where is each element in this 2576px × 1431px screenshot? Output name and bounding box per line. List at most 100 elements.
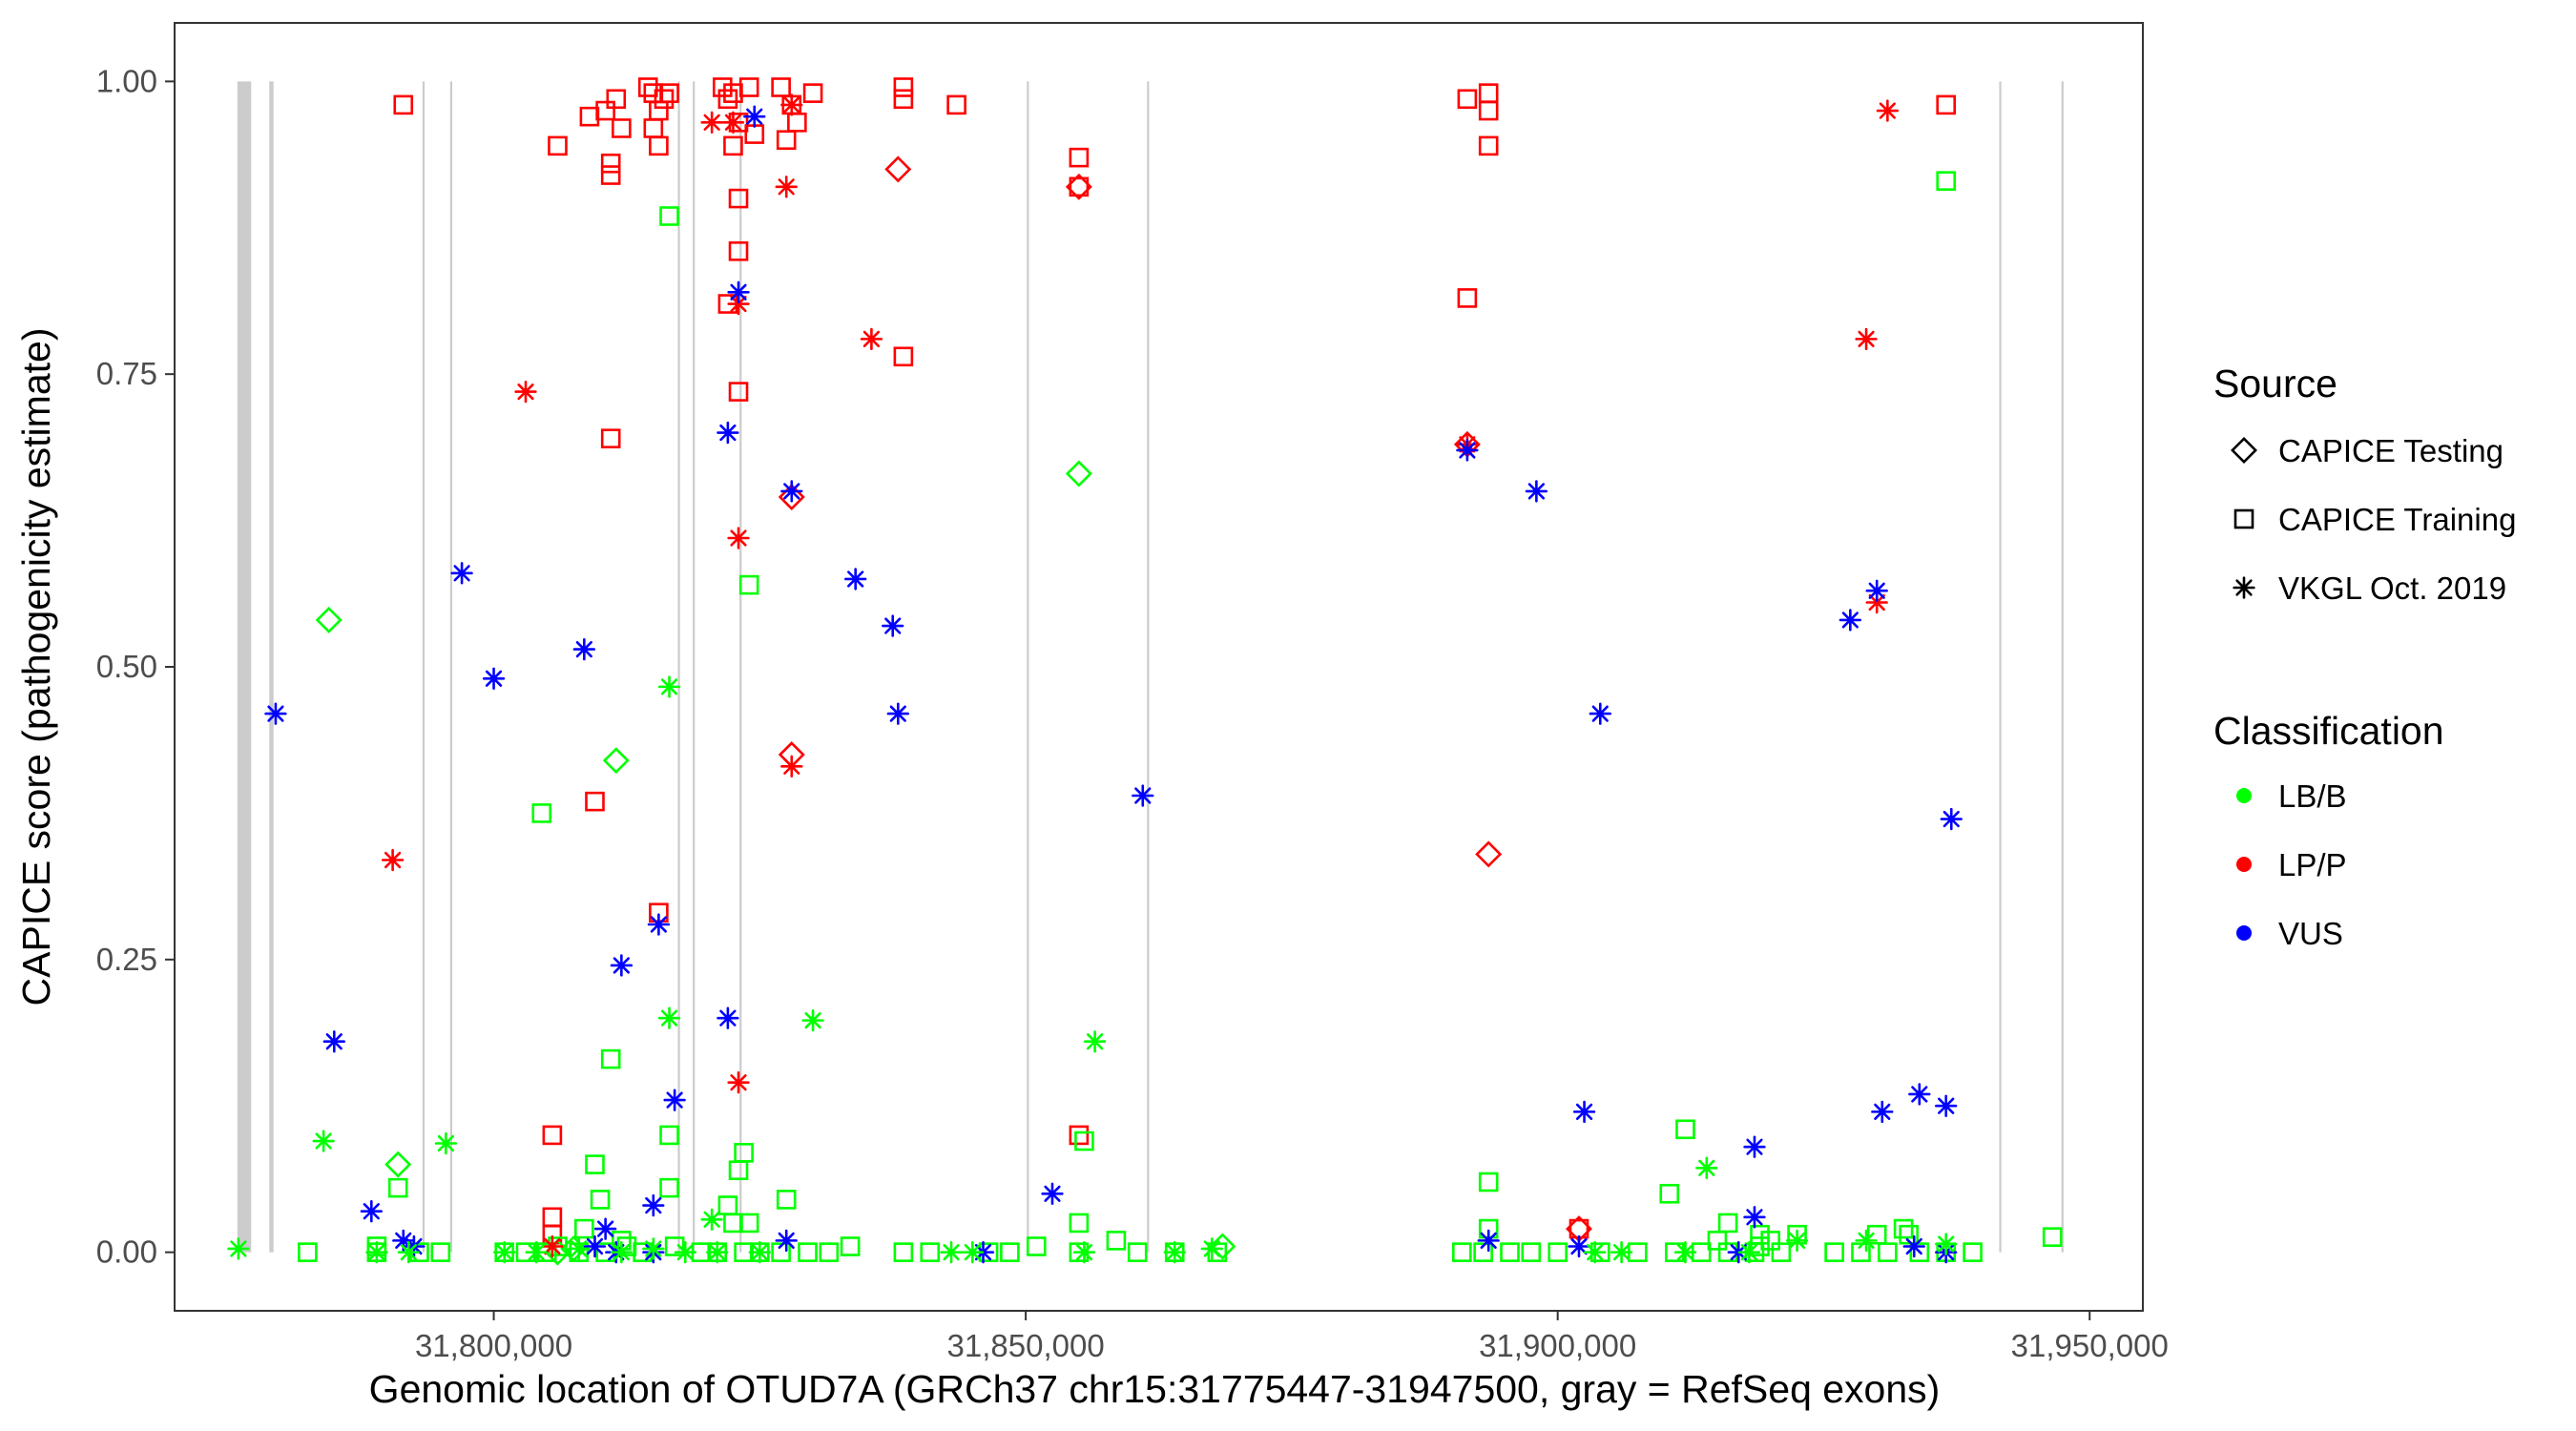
data-point — [780, 93, 803, 116]
data-point — [1871, 1100, 1894, 1124]
data-point — [778, 484, 805, 511]
data-point — [1477, 1229, 1500, 1253]
data-point — [525, 1240, 548, 1264]
data-point — [430, 1242, 451, 1262]
legend: Source Classification CAPICE Testing CAPI… — [2213, 362, 2516, 951]
data-point — [659, 83, 679, 103]
data-point — [1072, 1240, 1096, 1264]
data-point — [1026, 1236, 1047, 1256]
legend-source-label: CAPICE Training — [2278, 502, 2516, 537]
data-point — [780, 755, 803, 778]
data-point — [1065, 460, 1092, 487]
data-point — [819, 1242, 840, 1262]
data-point — [1855, 327, 1878, 351]
data-point — [1457, 288, 1478, 308]
data-point — [264, 702, 287, 725]
exon-bar — [269, 81, 274, 1253]
data-point — [717, 421, 739, 445]
data-point — [642, 1237, 665, 1260]
data-point — [844, 568, 867, 591]
x-tick-label: 31,800,000 — [415, 1328, 572, 1363]
data-point — [659, 1177, 679, 1198]
x-axis-title: Genomic location of OTUD7A (GRCh37 chr15… — [369, 1367, 1941, 1411]
data-point — [612, 118, 632, 138]
data-point — [728, 1160, 749, 1181]
data-point — [1127, 1242, 1148, 1262]
data-point — [657, 1006, 681, 1029]
y-tick-label: 0.75 — [96, 356, 157, 391]
data-point — [1855, 1229, 1878, 1253]
data-point — [1935, 1094, 1958, 1117]
data-point — [531, 803, 552, 823]
exon-bar — [1147, 81, 1150, 1253]
data-point — [674, 1240, 696, 1264]
data-point — [886, 702, 909, 725]
data-point — [775, 1229, 798, 1253]
data-point — [568, 1237, 591, 1260]
data-point — [514, 380, 537, 404]
x-axis: 31,800,000 31,850,000 31,900,000 31,950,000 — [415, 1311, 2169, 1363]
data-point — [802, 83, 823, 103]
exon-bar — [237, 81, 252, 1253]
data-point — [776, 130, 797, 151]
data-point — [1074, 1130, 1094, 1151]
data-point — [1473, 1242, 1493, 1262]
data-point — [723, 135, 743, 156]
data-point — [1200, 1237, 1223, 1260]
data-point — [727, 292, 750, 316]
data-point — [1824, 1242, 1844, 1262]
data-point — [659, 206, 679, 226]
data-point — [657, 675, 681, 698]
data-point — [893, 89, 914, 110]
data-point — [602, 747, 630, 775]
data-point — [1851, 1242, 1871, 1262]
data-point — [1785, 1229, 1809, 1253]
data-point — [728, 241, 749, 261]
data-point — [322, 1030, 345, 1053]
data-point — [1902, 1234, 1925, 1258]
data-point — [706, 1240, 729, 1264]
y-tick-label: 0.25 — [96, 942, 157, 977]
data-point — [1457, 89, 1478, 110]
data-point — [600, 428, 621, 448]
data-point — [1899, 1224, 1919, 1245]
data-point — [659, 1125, 679, 1146]
data-point — [1521, 1242, 1542, 1262]
data-point — [738, 574, 759, 595]
data-point — [1163, 1240, 1186, 1264]
data-point — [1675, 1119, 1695, 1140]
exon-bar — [1999, 81, 2002, 1253]
legend-class-key — [2236, 857, 2252, 872]
legend-class-label: VUS — [2278, 916, 2343, 951]
data-point — [748, 1240, 771, 1264]
data-point — [1572, 1100, 1596, 1124]
data-point — [1475, 840, 1503, 868]
data-point — [1500, 1242, 1520, 1262]
data-point — [1876, 99, 1900, 122]
data-point — [647, 913, 671, 936]
data-point — [610, 954, 634, 977]
series-asterisk-vus — [264, 105, 1963, 1264]
data-point — [787, 113, 807, 133]
data-point — [450, 562, 473, 585]
data-point — [585, 1154, 605, 1174]
exon-bar — [677, 81, 680, 1253]
data-point — [1132, 784, 1154, 807]
legend-source-label: VKGL Oct. 2019 — [2278, 570, 2506, 606]
data-point — [664, 1236, 685, 1256]
data-point — [393, 94, 414, 115]
data-point — [360, 1200, 383, 1223]
data-point — [482, 667, 506, 690]
data-point — [649, 135, 669, 156]
data-point — [700, 111, 723, 134]
data-point — [743, 105, 766, 128]
data-point — [637, 77, 658, 97]
data-point — [387, 1177, 408, 1198]
data-point — [717, 89, 738, 110]
data-point — [840, 1236, 861, 1256]
data-point — [776, 1190, 797, 1210]
panel-border — [174, 22, 2144, 1312]
data-point — [1452, 1242, 1472, 1262]
data-point — [1069, 147, 1090, 168]
data-point — [381, 848, 405, 872]
